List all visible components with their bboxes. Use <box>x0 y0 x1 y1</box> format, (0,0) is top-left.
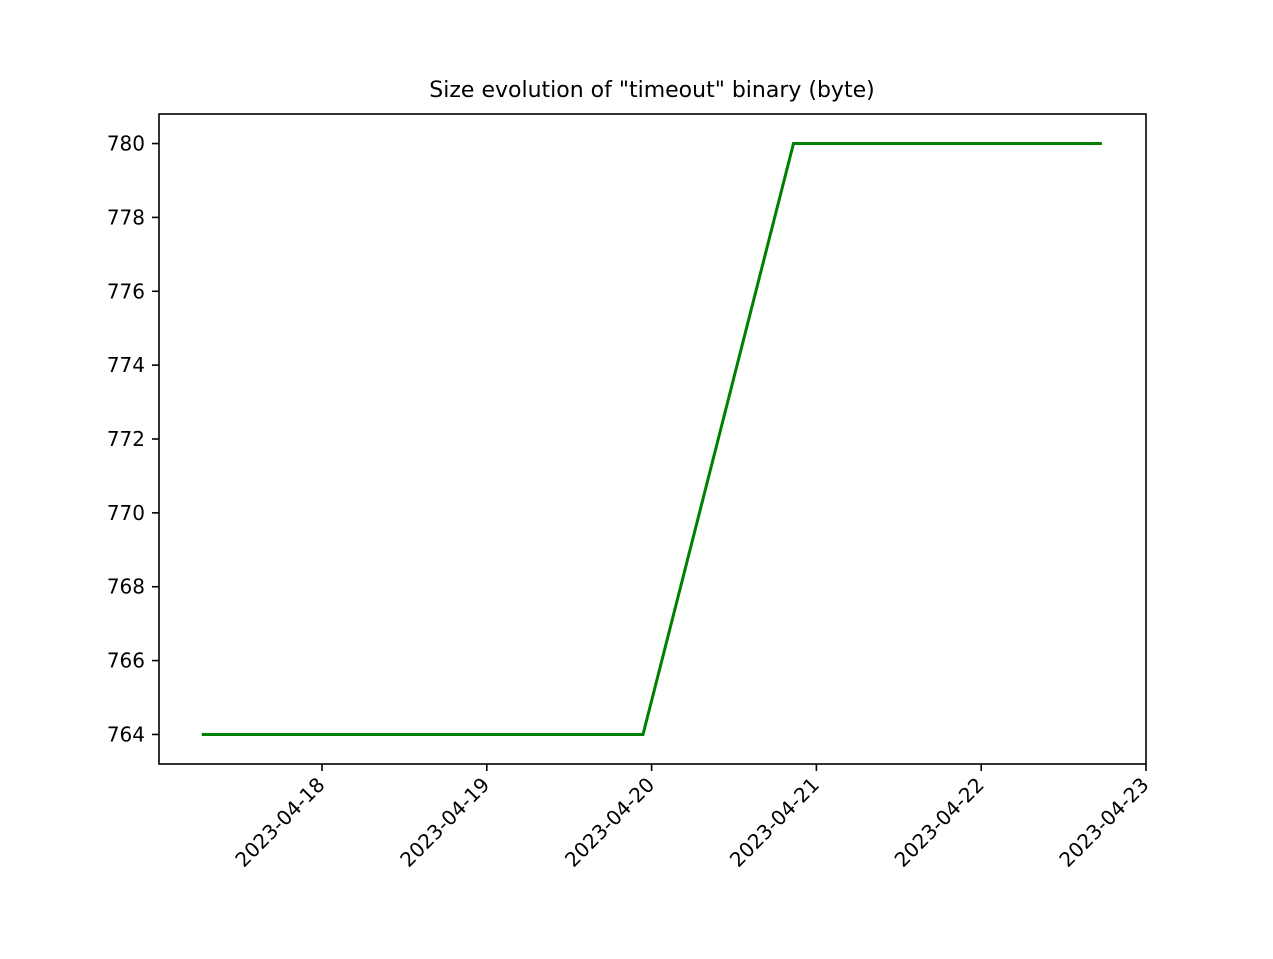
y-tick-label: 766 <box>107 649 145 673</box>
y-tick-label: 764 <box>107 722 145 746</box>
y-tick-label: 774 <box>107 353 145 377</box>
y-tick-label: 768 <box>107 575 145 599</box>
y-tick-label: 776 <box>107 279 145 303</box>
chart-title: Size evolution of "timeout" binary (byte… <box>429 78 874 103</box>
y-tick-label: 780 <box>107 132 145 156</box>
y-tick-label: 778 <box>107 205 145 229</box>
y-tick-label: 770 <box>107 501 145 525</box>
y-tick-label: 772 <box>107 427 145 451</box>
